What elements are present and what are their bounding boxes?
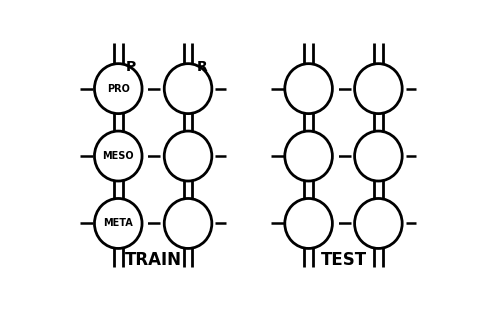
Text: TRAIN: TRAIN (124, 251, 182, 269)
Text: P: P (126, 60, 136, 74)
Text: PRO: PRO (107, 84, 130, 94)
Ellipse shape (94, 131, 142, 181)
Ellipse shape (164, 64, 212, 114)
Ellipse shape (285, 131, 333, 181)
Text: META: META (104, 218, 133, 228)
Text: R: R (197, 60, 207, 74)
Ellipse shape (354, 64, 402, 114)
Ellipse shape (94, 64, 142, 114)
Ellipse shape (285, 198, 333, 248)
Ellipse shape (354, 198, 402, 248)
Ellipse shape (94, 198, 142, 248)
Text: MESO: MESO (102, 151, 134, 161)
Text: TEST: TEST (320, 251, 366, 269)
Ellipse shape (164, 198, 212, 248)
Ellipse shape (354, 131, 402, 181)
Ellipse shape (285, 64, 333, 114)
Ellipse shape (164, 131, 212, 181)
